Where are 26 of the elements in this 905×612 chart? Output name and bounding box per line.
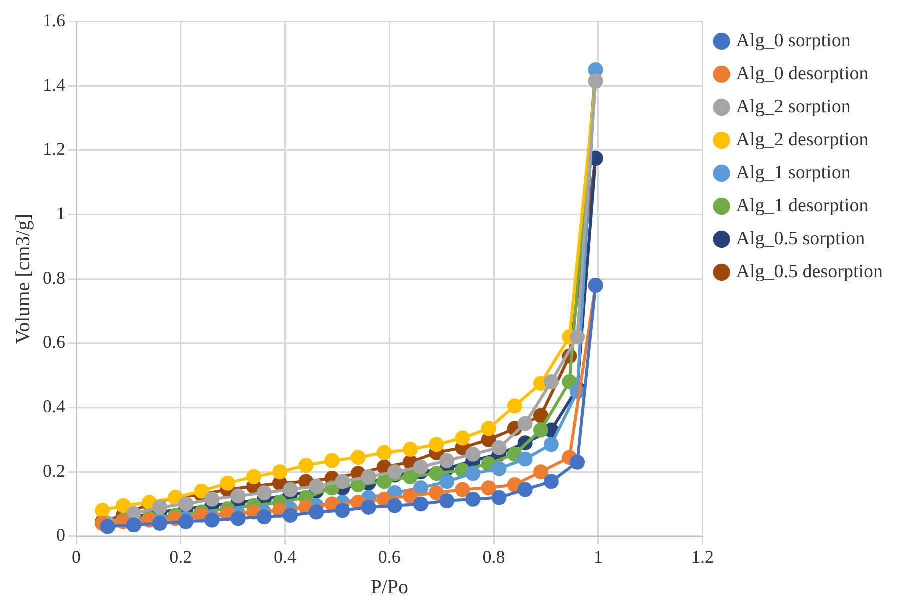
legend-label: Alg_2 sorption [736, 96, 852, 118]
legend-label: Alg_0.5 sorption [736, 228, 866, 250]
x-tick-label: 0.8 [482, 546, 506, 567]
y-tick-label: 0.8 [43, 268, 66, 288]
x-tick-label: 0.6 [378, 546, 401, 567]
y-tick-label: 0 [56, 525, 66, 546]
x-tick-label: 1 [594, 546, 603, 567]
y-tick-label: 1.6 [43, 10, 66, 31]
y-tick-label: 1 [56, 204, 66, 224]
legend-label: Alg_0 desorption [736, 63, 870, 84]
x-tick-label: 0.4 [274, 546, 297, 567]
legend-label: Alg_0 sorption [736, 30, 852, 52]
legend-label: Alg_0.5 desorption [736, 261, 884, 282]
legend-label: Alg_1 sorption [736, 162, 852, 184]
legend-label: Alg_1 desorption [736, 195, 870, 216]
y-tick-label: 0.2 [43, 460, 66, 481]
x-tick-label: 0 [72, 546, 81, 567]
y-tick-label: 1.4 [43, 74, 66, 95]
y-tick-label: 0.6 [43, 332, 66, 352]
y-tick-label: 1.2 [43, 139, 66, 160]
y-axis-title: Volume [cm3/g] [12, 214, 34, 344]
y-tick-label: 0.4 [43, 396, 66, 416]
x-axis-title: P/Po [370, 576, 409, 598]
x-tick-label: 0.2 [170, 546, 192, 567]
x-tick-label: 1.2 [692, 546, 714, 567]
legend-label: Alg_2 desorption [736, 129, 870, 150]
